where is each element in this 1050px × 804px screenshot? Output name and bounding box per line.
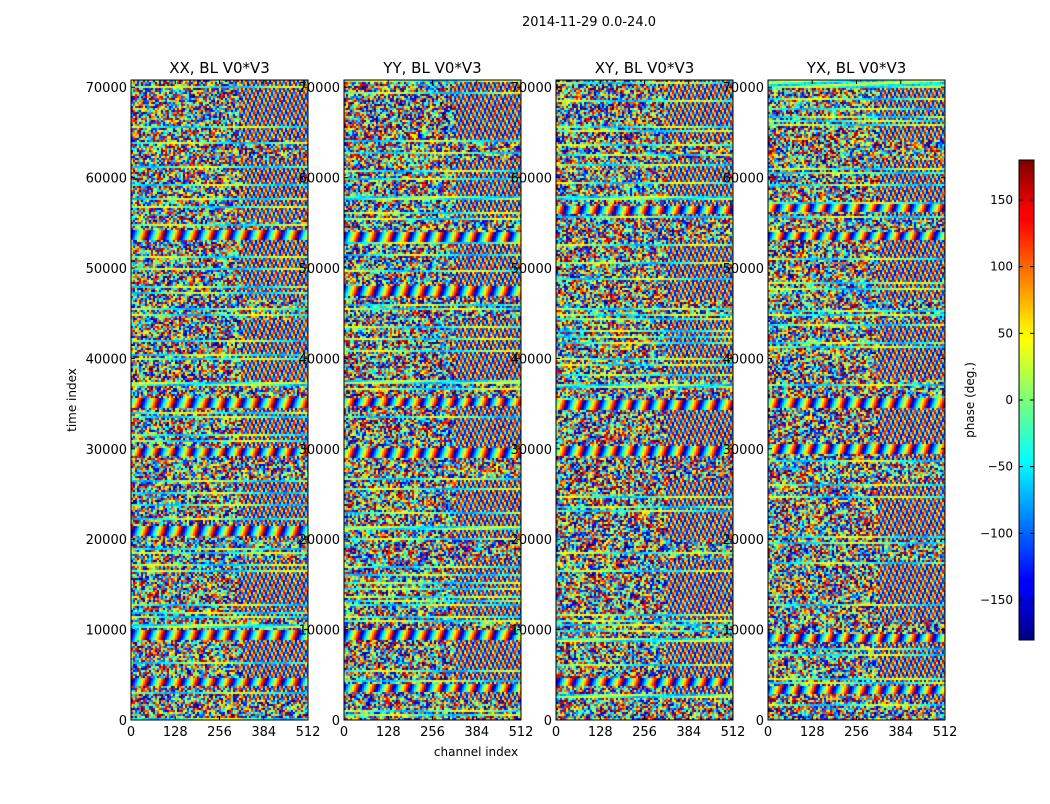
y-tick-label: 0 xyxy=(119,714,127,729)
x-tick-label: 512 xyxy=(721,725,746,740)
y-tick-label: 70000 xyxy=(86,81,127,96)
x-tick-label: 0 xyxy=(340,725,348,740)
colorbar-tick-label: −150 xyxy=(980,593,1013,607)
y-tick-label: 30000 xyxy=(511,443,552,458)
y-tick-label: 0 xyxy=(332,714,340,729)
x-tick-label: 128 xyxy=(588,725,613,740)
y-tick-label: 70000 xyxy=(723,81,764,96)
y-tick-label: 20000 xyxy=(511,533,552,548)
panel-title: YX, BL V0*V3 xyxy=(806,59,907,77)
y-tick-label: 70000 xyxy=(299,81,340,96)
panel-title: XX, BL V0*V3 xyxy=(169,59,270,77)
y-tick-label: 0 xyxy=(544,714,552,729)
y-tick-label: 20000 xyxy=(299,533,340,548)
x-tick-label: 128 xyxy=(376,725,401,740)
x-tick-label: 512 xyxy=(509,725,534,740)
panel-3: XY, BL V0*V3 0 128 256 384 512 0 10000 20000 3000… xyxy=(511,59,746,740)
y-tick-label: 40000 xyxy=(511,352,552,367)
x-tick-label: 128 xyxy=(800,725,825,740)
phase-heatmap-canvas xyxy=(556,80,733,720)
y-tick-label: 40000 xyxy=(86,352,127,367)
colorbar-tick-label: −50 xyxy=(988,460,1013,474)
panel-4: YX, BL V0*V3 0 128 256 384 512 0 10000 20000 3000… xyxy=(723,59,958,740)
y-axis-label: time index xyxy=(65,368,79,432)
x-axis-label: channel index xyxy=(434,745,518,759)
colorbar-ticks: 150 100 50 0 −50 −100 −150 xyxy=(980,193,1034,607)
panel-2: YY, BL V0*V3 0 128 256 384 512 0 10000 20000 3000… xyxy=(299,59,534,740)
colorbar-tick-label: 150 xyxy=(990,193,1013,207)
y-tick-label: 60000 xyxy=(723,172,764,187)
y-tick-label: 60000 xyxy=(86,172,127,187)
phase-heatmap-1 xyxy=(131,80,308,720)
x-tick-label: 384 xyxy=(464,725,489,740)
x-tick-label: 512 xyxy=(296,725,321,740)
phase-heatmap-canvas xyxy=(131,80,308,720)
x-tick-label: 384 xyxy=(251,725,276,740)
panel-1: XX, BL V0*V3 0 128 256 384 512 0 10000 20000 3000… xyxy=(86,59,321,740)
x-tick-label: 384 xyxy=(888,725,913,740)
panel-title: XY, BL V0*V3 xyxy=(595,59,695,77)
y-tick-label: 40000 xyxy=(299,352,340,367)
x-tick-label: 0 xyxy=(764,725,772,740)
y-tick-label: 0 xyxy=(756,714,764,729)
y-tick-label: 50000 xyxy=(86,262,127,277)
y-tick-label: 50000 xyxy=(299,262,340,277)
panel-title: YY, BL V0*V3 xyxy=(382,59,481,77)
phase-heatmap-2 xyxy=(344,80,521,720)
y-tick-label: 20000 xyxy=(723,533,764,548)
y-tick-label: 30000 xyxy=(299,443,340,458)
phase-heatmap-4 xyxy=(768,80,945,720)
colorbar-tick-label: 50 xyxy=(998,326,1013,340)
colorbar: 150 100 50 0 −50 −100 −150 phase (deg.) xyxy=(963,159,1035,641)
y-tick-label: 50000 xyxy=(511,262,552,277)
y-tick-label: 20000 xyxy=(86,533,127,548)
figure-suptitle: 2014-11-29 0.0-24.0 xyxy=(522,15,656,30)
phase-heatmap-canvas xyxy=(768,80,945,720)
y-tick-label: 10000 xyxy=(723,624,764,639)
y-tick-label: 60000 xyxy=(299,172,340,187)
phase-heatmap-3 xyxy=(556,80,733,720)
y-tick-label: 40000 xyxy=(723,352,764,367)
x-tick-label: 256 xyxy=(632,725,657,740)
x-tick-label: 512 xyxy=(933,725,958,740)
panels-group: XX, BL V0*V3 0 128 256 384 512 0 10000 20000 3000… xyxy=(86,59,958,740)
y-tick-label: 30000 xyxy=(723,443,764,458)
x-tick-label: 384 xyxy=(676,725,701,740)
x-tick-label: 0 xyxy=(127,725,135,740)
x-tick-label: 256 xyxy=(207,725,232,740)
y-tick-label: 10000 xyxy=(511,624,552,639)
colorbar-tick-label: 0 xyxy=(1005,393,1013,407)
y-tick-label: 50000 xyxy=(723,262,764,277)
colorbar-tick-label: 100 xyxy=(990,260,1013,274)
y-tick-label: 10000 xyxy=(299,624,340,639)
y-tick-label: 10000 xyxy=(86,624,127,639)
phase-heatmap-canvas xyxy=(344,80,521,720)
y-tick-label: 60000 xyxy=(511,172,552,187)
y-tick-label: 30000 xyxy=(86,443,127,458)
y-tick-label: 70000 xyxy=(511,81,552,96)
x-tick-label: 0 xyxy=(552,725,560,740)
x-tick-label: 256 xyxy=(844,725,869,740)
x-tick-label: 256 xyxy=(420,725,445,740)
x-tick-label: 128 xyxy=(163,725,188,740)
colorbar-label: phase (deg.) xyxy=(963,362,977,438)
colorbar-tick-label: −100 xyxy=(980,526,1013,540)
